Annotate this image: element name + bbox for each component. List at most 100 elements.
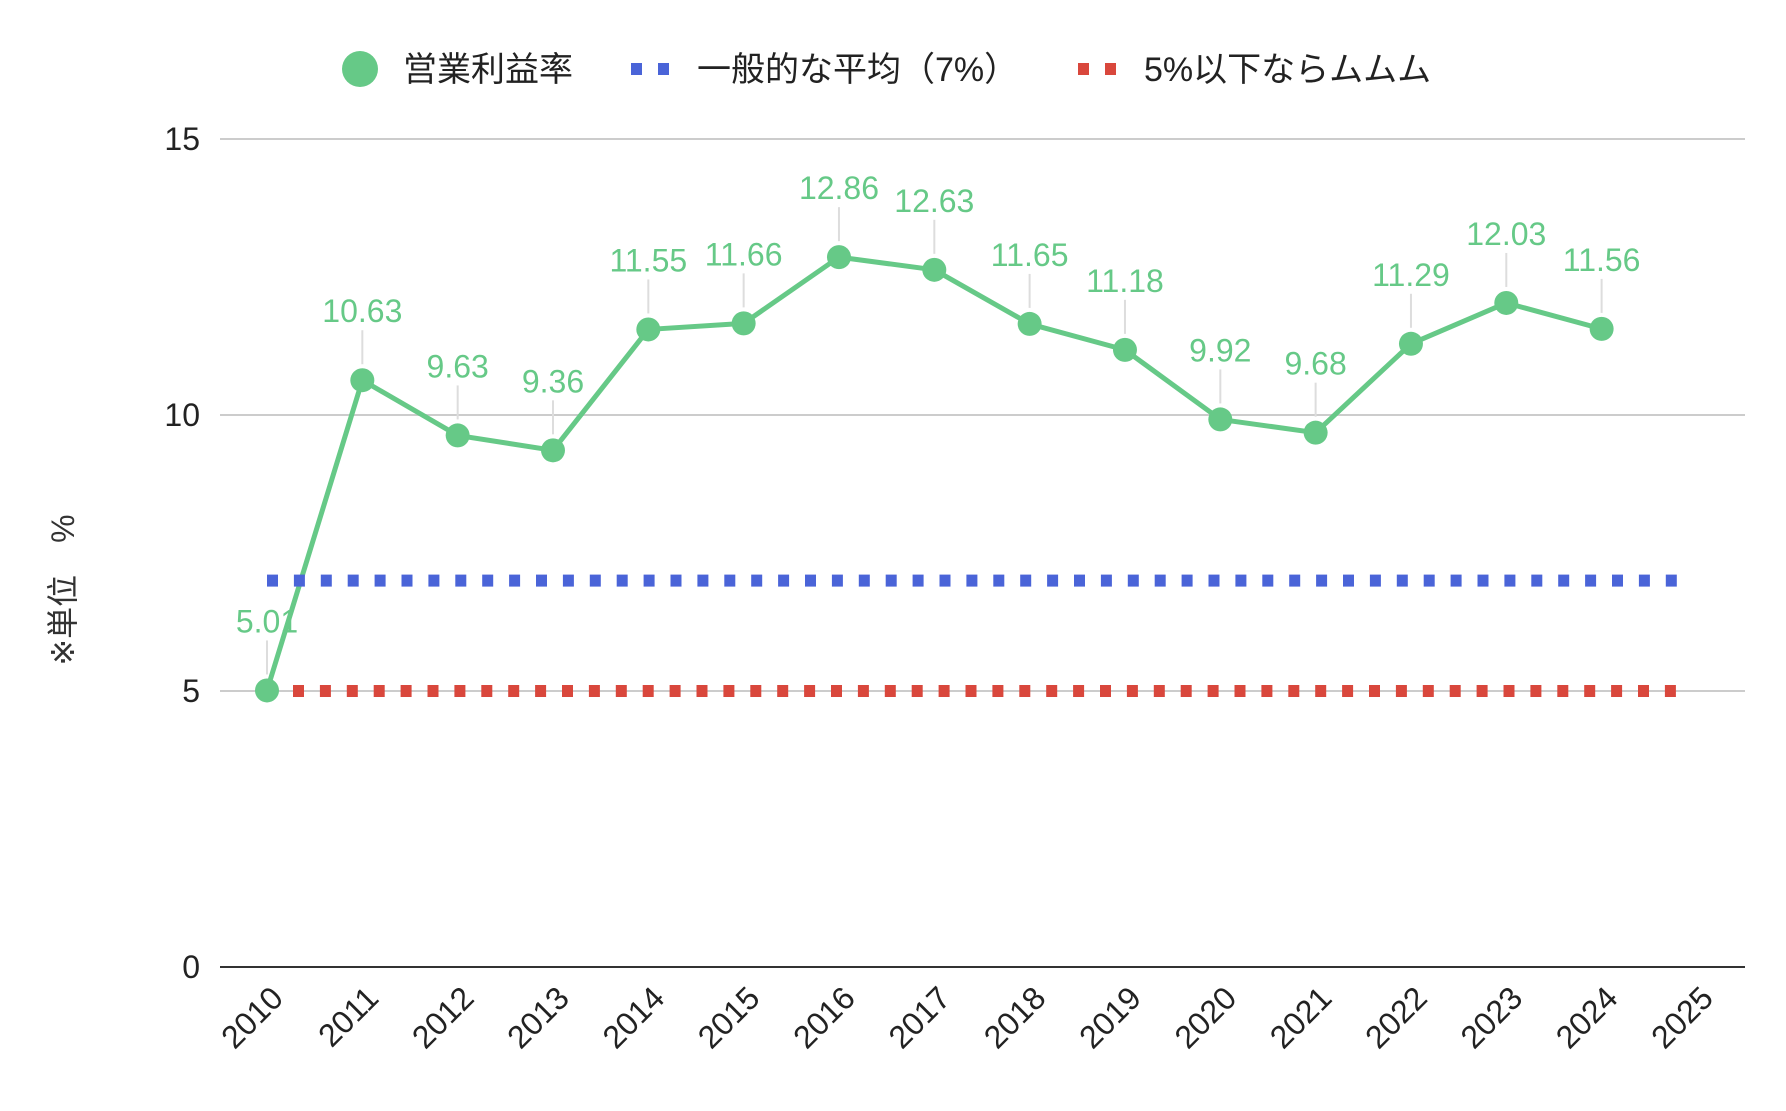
reference-line-dot xyxy=(1612,574,1623,587)
reference-line-dot xyxy=(642,685,654,697)
data-point-2015[interactable] xyxy=(731,311,756,336)
reference-line-dot xyxy=(912,574,924,587)
reference-line-dot xyxy=(427,685,439,697)
x-tick-label-2016: 2016 xyxy=(786,979,862,1055)
data-label-2015: 11.66 xyxy=(705,236,783,272)
reference-line-dot xyxy=(1047,574,1059,587)
reference-line-dot xyxy=(1503,685,1515,697)
reference-line-dot xyxy=(1665,574,1677,587)
data-point-2018[interactable] xyxy=(1017,311,1042,336)
reference-line-dot xyxy=(346,685,358,697)
reference-line-dot xyxy=(320,574,332,587)
reference-line-dot xyxy=(293,685,304,697)
reference-line-dot xyxy=(1019,685,1031,697)
series-1 xyxy=(267,574,1677,587)
data-labels-layer: 5.01 10.63 9.63 9.36 11.55 11.66 12.86 12.63 11.… xyxy=(236,170,1641,675)
reference-line-dot xyxy=(347,574,359,587)
reference-line-dot xyxy=(1422,685,1434,697)
data-label-2017: 12.63 xyxy=(894,183,974,219)
legend-item-1[interactable]: 一般的な平均（7%） xyxy=(631,51,1018,89)
legend-marker-dot xyxy=(631,63,642,75)
data-point-2014[interactable] xyxy=(636,317,661,342)
reference-line-dot xyxy=(562,574,574,587)
reference-line-dot xyxy=(778,574,790,587)
reference-line-dot xyxy=(1153,685,1165,697)
reference-line-dot xyxy=(993,574,1005,587)
data-point-2016[interactable] xyxy=(826,245,851,270)
x-tick-label-2018: 2018 xyxy=(977,979,1053,1055)
data-point-2024[interactable] xyxy=(1589,316,1614,341)
data-point-2023[interactable] xyxy=(1494,290,1519,315)
data-point-2013[interactable] xyxy=(540,438,565,463)
reference-line-dot xyxy=(1343,574,1354,587)
data-point-2022[interactable] xyxy=(1398,331,1423,356)
data-point-2010[interactable] xyxy=(255,678,279,703)
reference-line-dot xyxy=(454,685,466,697)
data-label-2010: 5.01 xyxy=(236,603,298,639)
reference-line-dot xyxy=(1288,685,1300,697)
x-tick-label-2014: 2014 xyxy=(595,979,671,1055)
reference-line-dot xyxy=(858,574,870,587)
reference-line-dot xyxy=(777,685,789,697)
reference-line-dot xyxy=(1638,685,1649,697)
data-label-2018: 11.65 xyxy=(991,237,1069,273)
data-point-2011[interactable] xyxy=(350,368,375,393)
data-point-2017[interactable] xyxy=(922,257,947,282)
y-tick-label-10: 10 xyxy=(164,397,200,433)
reference-line-dot xyxy=(1262,574,1274,587)
reference-line-dot xyxy=(373,685,385,697)
data-label-2016: 12.86 xyxy=(799,170,879,206)
reference-line-dot xyxy=(1638,574,1650,587)
x-tick-label-2020: 2020 xyxy=(1167,979,1243,1055)
reference-line-dot xyxy=(1207,685,1219,697)
legend-item-0[interactable]: 営業利益率 xyxy=(342,51,573,89)
data-point-2021[interactable] xyxy=(1303,420,1328,445)
reference-line-dot xyxy=(1261,685,1273,697)
data-point-2020[interactable] xyxy=(1208,407,1233,432)
reference-line-dot xyxy=(965,685,977,697)
reference-line-dot xyxy=(616,574,628,587)
reference-line-dot xyxy=(428,574,440,587)
reference-line-dot xyxy=(831,574,843,587)
x-tick-label-2015: 2015 xyxy=(691,979,767,1055)
data-point-2012[interactable] xyxy=(445,423,470,448)
series-layer xyxy=(255,245,1677,703)
series-0 xyxy=(255,245,1614,703)
reference-line-dot xyxy=(509,574,521,587)
data-label-2014: 11.55 xyxy=(609,242,687,278)
reference-line-dot xyxy=(992,685,1004,697)
x-tick-label-2010: 2010 xyxy=(214,979,290,1055)
reference-line-dot xyxy=(1476,685,1488,697)
reference-line-dot xyxy=(1126,685,1138,697)
y-axis-title: ※単位 % xyxy=(45,514,81,665)
legend-label-2: 5%以下ならムムム xyxy=(1144,51,1431,89)
legend-marker-dot xyxy=(1078,63,1089,75)
data-label-2019: 11.18 xyxy=(1086,263,1164,299)
reference-line-dot xyxy=(1181,574,1193,587)
data-point-2019[interactable] xyxy=(1112,337,1137,362)
reference-line-dot xyxy=(1449,685,1461,697)
x-tick-label-2022: 2022 xyxy=(1358,979,1434,1055)
reference-line-dot xyxy=(536,574,547,587)
reference-line-dot xyxy=(319,685,331,697)
reference-line-dot xyxy=(939,574,951,587)
y-tick-label-15: 15 xyxy=(164,121,200,157)
reference-line-dot xyxy=(805,574,816,587)
legend-item-2[interactable]: 5%以下ならムムム xyxy=(1078,51,1431,89)
legend-label-1: 一般的な平均（7%） xyxy=(697,51,1018,89)
reference-line-dot xyxy=(1046,685,1058,697)
reference-line-dot xyxy=(1342,685,1354,697)
reference-line-dot xyxy=(1396,574,1408,587)
reference-line-dot xyxy=(1208,574,1220,587)
data-label-2024: 11.56 xyxy=(1563,242,1641,278)
reference-line-dot xyxy=(535,685,547,697)
reference-line-dot xyxy=(615,685,627,697)
reference-line-dot xyxy=(400,685,412,697)
reference-line-dot xyxy=(1020,574,1032,587)
x-tick-label-2024: 2024 xyxy=(1549,979,1625,1055)
reference-line-dot xyxy=(750,685,762,697)
reference-line-dot xyxy=(670,574,682,587)
reference-line-dot xyxy=(1611,685,1623,697)
x-tick-label-2019: 2019 xyxy=(1072,979,1148,1055)
reference-line-dot xyxy=(1477,574,1489,587)
